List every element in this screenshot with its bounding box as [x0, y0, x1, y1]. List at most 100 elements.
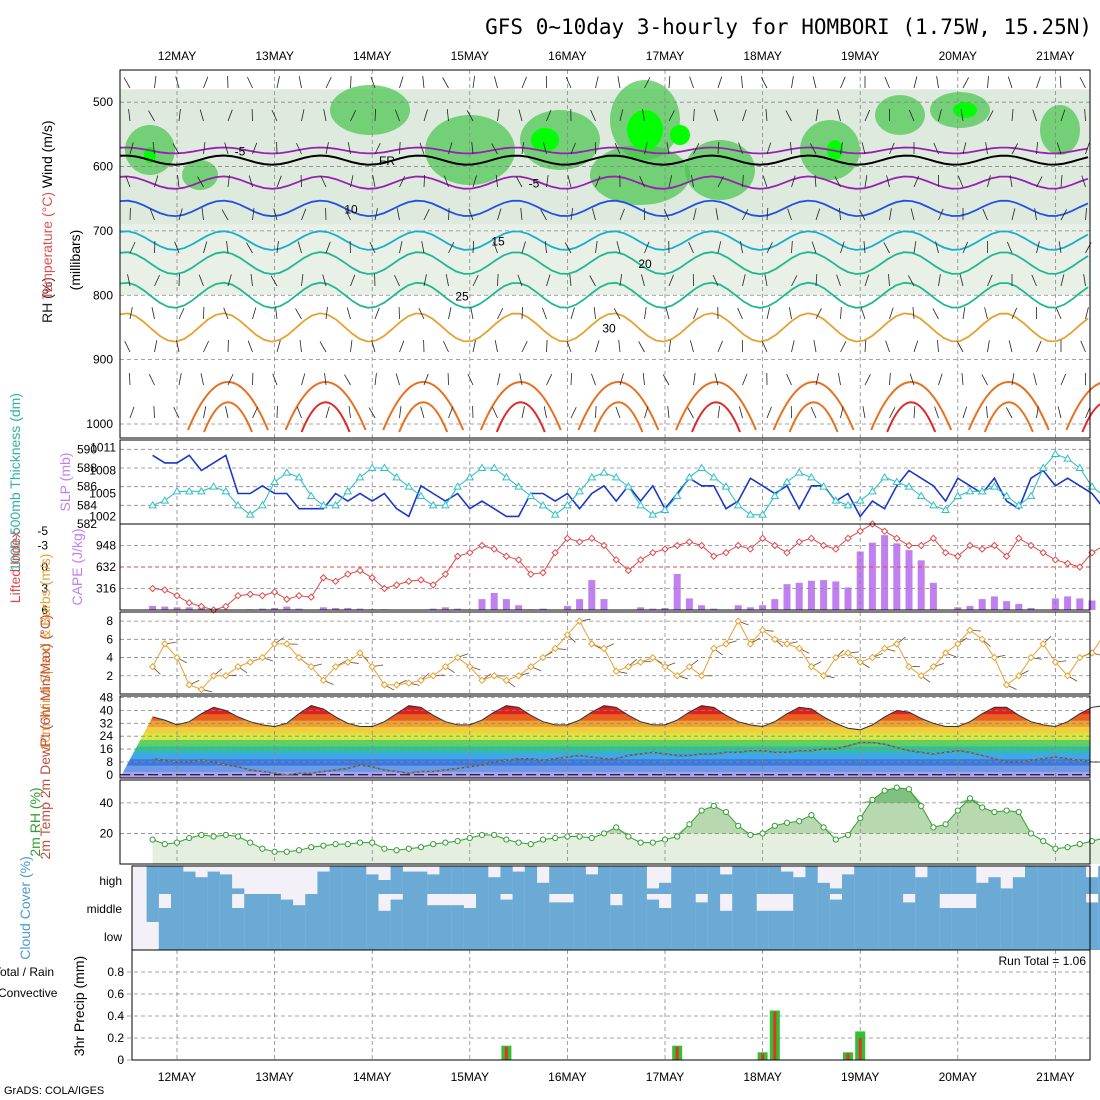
- cloud-cover-bar: [634, 922, 647, 950]
- diurnal-temp-contour: [479, 381, 562, 431]
- date-label-bottom: 13MAY: [255, 1070, 293, 1084]
- thickness-marker: [258, 500, 267, 509]
- wind-barb: [791, 340, 795, 353]
- lifted-index-marker: [222, 602, 230, 611]
- rh-saturated-area: [627, 110, 663, 150]
- temp-tick-label: 8: [106, 755, 113, 769]
- axis-label: (millibars): [67, 230, 83, 291]
- lifted-index-marker: [941, 548, 950, 557]
- axis-label-part: 3hr Precip (mm): [71, 956, 87, 1056]
- cloud-cover-bar: [854, 894, 867, 922]
- legend-rain-label: Total / Rain: [0, 965, 54, 979]
- wind-speed-marker: [441, 662, 450, 671]
- wind-barb: [985, 142, 988, 155]
- rh-marker: [564, 833, 571, 840]
- wind-barb: [913, 340, 919, 353]
- wind-barb: [299, 340, 302, 353]
- wind-barb: [595, 241, 598, 254]
- wind-barb: [446, 109, 449, 122]
- wind-speed-marker: [893, 640, 901, 648]
- rh-marker: [771, 822, 778, 829]
- cape-bar: [685, 598, 693, 610]
- wind-barb: [615, 406, 621, 419]
- lifted-index-marker: [649, 548, 657, 557]
- rh-marker: [466, 834, 473, 842]
- cape-bar: [295, 608, 303, 610]
- wind-barb: [668, 76, 671, 89]
- cloud-cover-bar: [793, 894, 806, 922]
- precip-frame: [131, 949, 1091, 1061]
- wind-speed-marker: [270, 640, 279, 648]
- cloud-cover-bar: [317, 894, 330, 922]
- lifted-index-marker: [405, 577, 413, 586]
- wind-barb: [787, 208, 792, 221]
- wind-barb: [1060, 109, 1066, 122]
- wind-barb: [1081, 175, 1086, 188]
- wind-barb: [177, 175, 180, 188]
- cape-bar: [868, 542, 876, 610]
- wind-speed-marker: [514, 672, 523, 680]
- dewpoint-line-inner: [152, 742, 1100, 776]
- wind-barb: [715, 208, 719, 221]
- wind-barb: [912, 307, 915, 320]
- wind-barb: [1011, 109, 1014, 122]
- cloud-cover-bar: [598, 922, 611, 950]
- wind-barb: [987, 175, 991, 188]
- wind-barb: [468, 208, 474, 221]
- wind-barb: [962, 241, 969, 254]
- wind-speed-marker: [612, 667, 620, 675]
- diurnal-temp-contour: [1065, 382, 1100, 431]
- cloud-cover-bar: [842, 874, 855, 894]
- wind-barb: [933, 142, 939, 155]
- rh-marker: [869, 796, 876, 803]
- wind-barb: [203, 76, 209, 89]
- thickness-marker: [1026, 491, 1036, 499]
- thickness-marker: [148, 500, 157, 509]
- thickness-marker: [709, 472, 719, 481]
- cape-bar: [283, 606, 291, 610]
- wind-speed-marker: [624, 662, 633, 671]
- lifted-index-marker: [502, 552, 511, 560]
- wind-barb: [570, 208, 574, 221]
- wind-barb: [515, 176, 523, 188]
- cloud-cover-bar: [988, 922, 1001, 950]
- legend-convective-label: Convective: [0, 986, 58, 1000]
- lifted-index-marker: [295, 591, 303, 600]
- wind-barb: [151, 307, 155, 320]
- wind-barb: [443, 340, 449, 353]
- cloud-cover-bar: [805, 866, 818, 894]
- rh-marker: [625, 833, 632, 840]
- wind-barb: [1036, 142, 1038, 155]
- cape-bar: [832, 581, 840, 610]
- wind-speed-marker: [1039, 640, 1047, 648]
- wind-barb: [859, 209, 866, 221]
- cloud-cover-bar: [927, 894, 940, 922]
- convective-bar: [761, 1053, 765, 1060]
- wind-barb: [344, 374, 351, 386]
- thickness-marker: [343, 486, 353, 495]
- cloud-cover-bar: [1098, 922, 1100, 950]
- lifted-index-marker: [612, 556, 620, 564]
- wind-barb: [815, 109, 819, 122]
- rh-marker: [613, 824, 620, 831]
- cloud-cover-bar: [964, 922, 977, 950]
- lifted-index-marker: [722, 548, 730, 557]
- wind-barb: [301, 373, 306, 386]
- chart-title: GFS 0~10day 3-hourly for HOMBORI (1.75W,…: [485, 15, 1092, 39]
- rh-moist-area: [520, 110, 600, 170]
- cape-bar: [588, 580, 596, 610]
- thickness-marker: [941, 505, 950, 513]
- convective-bar: [504, 1046, 508, 1060]
- wind-speed-marker: [673, 672, 681, 680]
- cloud-cover-bar: [610, 905, 623, 922]
- wind-tick-label: 4: [106, 651, 113, 665]
- wind-barb: [543, 406, 547, 419]
- cloud-cover-bar: [146, 866, 159, 894]
- thickness-marker: [184, 486, 194, 495]
- cloud-cover-bar: [476, 894, 489, 922]
- cloud-cover-bar: [659, 922, 672, 950]
- thickness-marker: [160, 496, 170, 504]
- wind-barb: [221, 209, 229, 221]
- wind-barb: [668, 175, 673, 188]
- thickness-marker: [270, 477, 279, 485]
